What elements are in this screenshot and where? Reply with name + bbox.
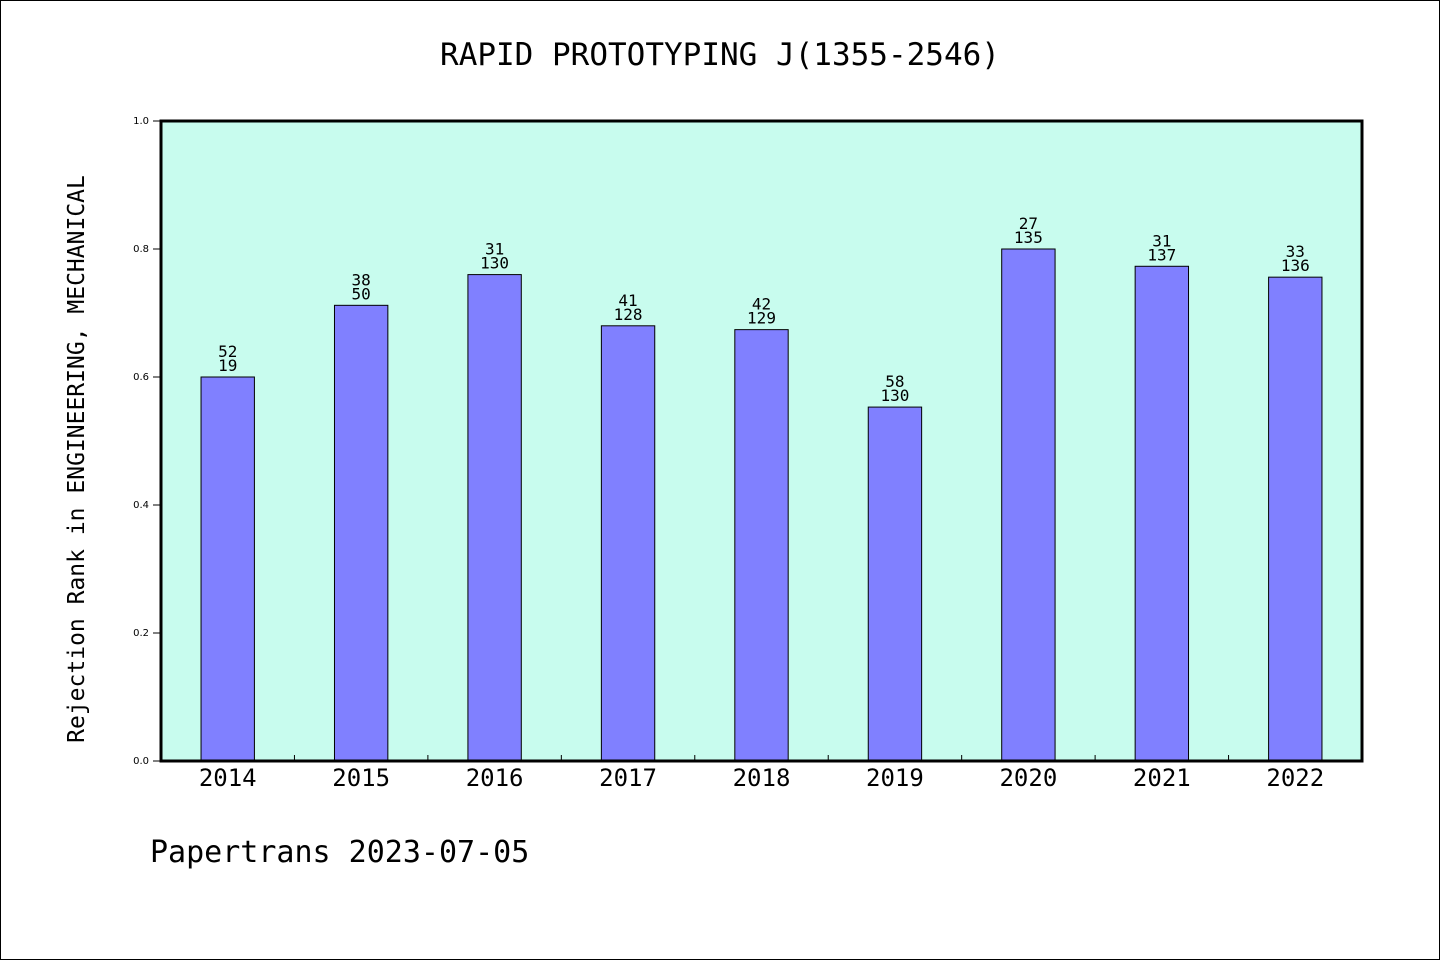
- bar-label-top: 31: [1152, 231, 1171, 250]
- bar-label-top: 33: [1286, 242, 1305, 261]
- bar-label-top: 38: [352, 270, 371, 289]
- bar-label-top: 52: [218, 342, 237, 361]
- bar-2022: [1268, 276, 1323, 762]
- y-tick-label: 1.0: [133, 116, 149, 127]
- x-tick-label: 2019: [866, 764, 924, 792]
- x-tick-label: 2016: [466, 764, 524, 792]
- bar-label-top: 42: [752, 295, 771, 314]
- bar-2018: [734, 329, 789, 762]
- y-tick-label: 0.4: [133, 500, 149, 511]
- x-tick-label: 2020: [999, 764, 1057, 792]
- bar-label-bottom: 136: [1281, 256, 1310, 275]
- bar-2019: [867, 406, 923, 762]
- bar-label-bottom: 128: [614, 305, 643, 324]
- bar-label-top: 31: [485, 240, 504, 259]
- bar-2017: [600, 325, 656, 762]
- y-tick-label: 0.0: [133, 756, 149, 767]
- bar-label-bottom: 130: [480, 254, 509, 273]
- y-tick-label: 0.8: [133, 244, 149, 255]
- chart-title: RAPID PROTOTYPING J(1355-2546): [440, 37, 1000, 73]
- bar-2016: [467, 274, 522, 762]
- bar-label-top: 58: [885, 372, 904, 391]
- bar-label-bottom: 19: [218, 356, 237, 375]
- x-tick-label: 2015: [332, 764, 390, 792]
- bar-label-bottom: 135: [1014, 228, 1043, 247]
- footer-note: Papertrans 2023-07-05: [150, 835, 530, 870]
- plot-frame: [159, 119, 1364, 763]
- x-tick-label: 2022: [1266, 764, 1324, 792]
- bar-label-bottom: 129: [747, 309, 776, 328]
- bar-2020: [1001, 248, 1056, 762]
- bar-label-top: 41: [618, 291, 637, 310]
- x-tick-label: 2017: [599, 764, 657, 792]
- bar-label-bottom: 137: [1147, 245, 1176, 264]
- x-tick-label: 2021: [1133, 764, 1191, 792]
- y-tick-label: 0.6: [133, 372, 149, 383]
- bar-2021: [1134, 265, 1190, 762]
- bar-label-bottom: 50: [352, 284, 371, 303]
- bar-label-top: 27: [1019, 214, 1038, 233]
- x-tick-label: 2018: [733, 764, 791, 792]
- x-tick-label: 2014: [199, 764, 257, 792]
- y-tick-label: 0.2: [133, 628, 149, 639]
- bar-label-bottom: 130: [880, 386, 909, 405]
- bar-2014: [200, 376, 255, 762]
- bar-2015: [333, 304, 389, 762]
